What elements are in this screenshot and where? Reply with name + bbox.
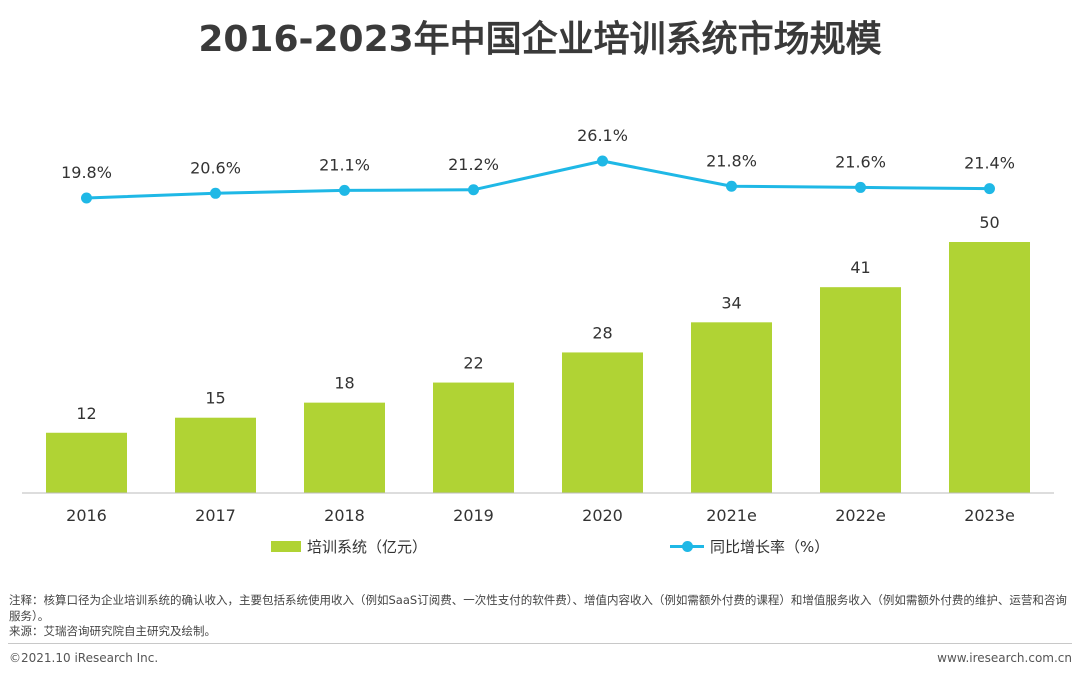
growth-point-2019 [468,184,479,196]
bar-2016 [46,432,127,493]
growth-label-2020: 26.1% [577,126,628,145]
x-tick-label-2019: 2019 [453,506,494,525]
bar-2021e [691,322,772,493]
line-layer: 19.8% 20.6% 21.1% 21.2% 26.1% 21.8% 21.6% 21.4% [61,126,1015,204]
bar-label-2021e: 34 [721,293,741,312]
chart-title: 2016-2023年中国企业培训系统市场规模 [198,19,882,60]
x-tick-label-2016: 2016 [66,506,107,525]
bar-label-2020: 28 [592,323,612,342]
growth-label-2016: 19.8% [61,163,112,182]
growth-point-2017 [210,187,221,199]
footnote: 注释：核算口径为企业培训系统的确认收入，主要包括系统使用收入（例如SaaS订阅费… [9,593,1071,640]
chart-area: 12 15 18 22 28 34 41 50 19.8% 20.6% 21.1% 21.2% 26.… [22,126,1054,525]
x-tick-label-2022e: 2022e [835,506,886,525]
growth-label-2023e: 21.4% [964,154,1015,173]
growth-label-2022e: 21.6% [835,152,886,171]
growth-point-2018 [339,184,350,196]
bar-2020 [562,352,643,493]
legend-bar-swatch [271,541,301,552]
legend-line-swatch [670,541,704,552]
growth-line [86,159,990,200]
legend-item-bar: 培训系统（亿元） [271,536,427,557]
bar-label-2019: 22 [463,354,483,373]
bar-label-2018: 18 [334,374,354,393]
footnote-source: 来源：艾瑞咨询研究院自主研究及绘制。 [9,624,216,638]
bars-layer: 12 15 18 22 28 34 41 50 [46,213,1030,493]
growth-label-2021e: 21.8% [706,151,757,170]
axis-layer: 2016 2017 2018 2019 2020 2021e 2022e 2023e [22,492,1054,525]
bar-label-2017: 15 [205,389,225,408]
bar-2022e [820,287,901,493]
legend-bar-label: 培训系统（亿元） [307,538,428,556]
x-tick-label-2023e: 2023e [964,506,1015,525]
x-tick-label-2017: 2017 [195,506,236,525]
footer-website: www.iresearch.com.cn [937,651,1072,665]
growth-point-2023e [984,183,995,195]
bar-label-2023e: 50 [979,213,999,232]
growth-point-2016 [81,192,92,204]
x-tick-label-2018: 2018 [324,506,365,525]
footer-divider [8,643,1072,644]
growth-point-2022e [855,181,866,193]
growth-label-2018: 21.1% [319,155,370,174]
bar-2019 [433,382,514,493]
bar-2023e [949,242,1030,493]
growth-point-2021e [726,180,737,192]
growth-point-2020 [597,155,608,167]
legend-line-label: 同比增长率（%） [710,538,830,556]
bar-2017 [175,417,256,493]
bar-label-2016: 12 [76,404,96,423]
x-tick-label-2020: 2020 [582,506,623,525]
footer-copyright: ©2021.10 iResearch Inc. [9,651,159,665]
growth-label-2017: 20.6% [190,158,241,177]
legend-item-line: 同比增长率（%） [670,536,829,557]
growth-label-2019: 21.2% [448,155,499,174]
footnote-note: 注释：核算口径为企业培训系统的确认收入，主要包括系统使用收入（例如SaaS订阅费… [9,593,1067,623]
bar-2018 [304,402,385,493]
bar-label-2022e: 41 [850,258,870,277]
x-tick-label-2021e: 2021e [706,506,757,525]
